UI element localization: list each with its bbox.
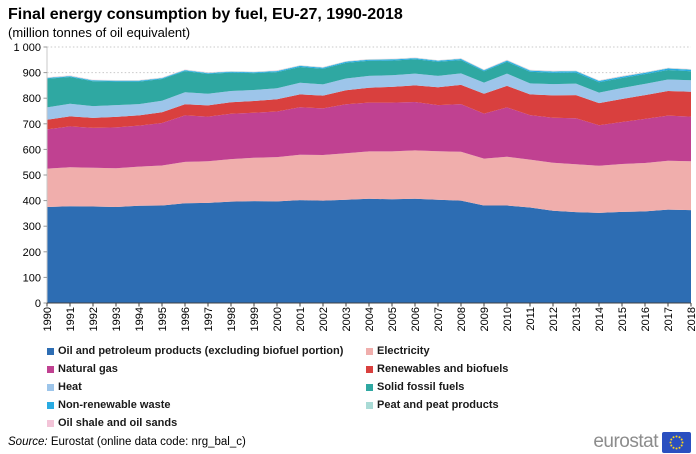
area-series-renewables xyxy=(47,84,691,130)
x-axis-label: 2007 xyxy=(433,307,445,331)
area-series-group xyxy=(47,57,691,303)
x-axis-label: 2006 xyxy=(410,307,422,331)
eu-flag-star xyxy=(678,435,681,438)
eu-flag-star xyxy=(680,444,683,446)
eu-flag-star xyxy=(681,441,684,443)
x-axis-label: 1996 xyxy=(180,307,192,331)
x-axis-label: 1991 xyxy=(65,307,77,331)
area-series-oil xyxy=(47,198,691,303)
eurostat-logo-text: eurostat xyxy=(593,431,658,452)
x-axis-label: 1992 xyxy=(88,307,100,331)
eu-flag-field xyxy=(662,431,691,453)
y-axis-label: 700 xyxy=(23,119,41,131)
eu-flag-star xyxy=(678,446,681,449)
area-series-solid xyxy=(47,59,691,108)
source-text: Eurostat (online data code: nrg_bal_c) xyxy=(47,436,246,448)
x-axis-label: 2014 xyxy=(594,307,606,331)
area-series-heat xyxy=(47,73,691,120)
eu-flag-star xyxy=(670,438,673,440)
x-axis-label: 2012 xyxy=(548,307,560,331)
eu-flag-star xyxy=(675,447,678,449)
x-axis-label: 2005 xyxy=(387,307,399,331)
y-axis-label: 400 xyxy=(23,196,41,208)
y-axis-label: 100 xyxy=(23,272,41,284)
y-axis-label: 800 xyxy=(23,93,41,105)
x-axis-label: 2002 xyxy=(318,307,330,331)
y-axis-label: 300 xyxy=(23,221,41,233)
chart-subtitle: (million tonnes of oil equivalent) xyxy=(8,25,191,40)
x-axis-label: 2013 xyxy=(571,307,583,331)
y-axis-label: 0 xyxy=(35,298,41,310)
x-axis: 1990 1991 1992 1993 1994 1995 1996 1997 1998 1999… xyxy=(42,302,696,331)
x-axis-label: 1998 xyxy=(226,307,238,331)
x-axis-label: 1995 xyxy=(157,307,169,331)
area-series-electricity xyxy=(47,150,691,213)
x-axis-label: 2000 xyxy=(272,307,284,331)
eu-flag-icon xyxy=(662,431,691,453)
x-axis-label: 1990 xyxy=(42,307,54,331)
y-axis-label: 900 xyxy=(23,68,41,80)
y-axis-label: 1 000 xyxy=(13,42,41,54)
x-axis-label: 1993 xyxy=(111,307,123,331)
eu-flag-star xyxy=(669,441,672,443)
x-axis-label: 1999 xyxy=(249,307,261,331)
x-axis-label: 2018 xyxy=(686,307,696,331)
x-axis-label: 2003 xyxy=(341,307,353,331)
source-note: Source: Eurostat (online data code: nrg_… xyxy=(8,436,246,448)
eurostat-logo: eurostat xyxy=(593,431,691,453)
y-axis-label: 500 xyxy=(23,170,41,182)
eu-flag-star xyxy=(675,435,678,437)
y-axis-label: 600 xyxy=(23,144,41,156)
eu-flag-star xyxy=(672,435,675,438)
x-axis-label: 2017 xyxy=(663,307,675,331)
x-axis-label: 2009 xyxy=(479,307,491,331)
x-axis-label: 1997 xyxy=(203,307,215,331)
eu-flag-star xyxy=(680,438,683,440)
source-label: Source: xyxy=(8,436,48,448)
eu-flag-star xyxy=(672,446,675,449)
y-axis-label: 200 xyxy=(23,247,41,259)
area-series-gas xyxy=(47,102,691,169)
y-axis: 0 100 200 300 400 500 600 700 800 900 1 000 xyxy=(13,42,48,310)
x-axis-label: 2016 xyxy=(640,307,652,331)
x-axis-label: 2015 xyxy=(617,307,629,331)
x-axis-label: 2010 xyxy=(502,307,514,331)
x-axis-label: 2008 xyxy=(456,307,468,331)
x-axis-label: 2001 xyxy=(295,307,307,331)
eu-flag-star xyxy=(670,444,673,446)
x-axis-label: 1994 xyxy=(134,307,146,331)
chart-title: Final energy consumption by fuel, EU-27,… xyxy=(8,6,403,23)
x-axis-label: 2011 xyxy=(525,307,537,331)
x-axis-label: 2004 xyxy=(364,307,376,331)
